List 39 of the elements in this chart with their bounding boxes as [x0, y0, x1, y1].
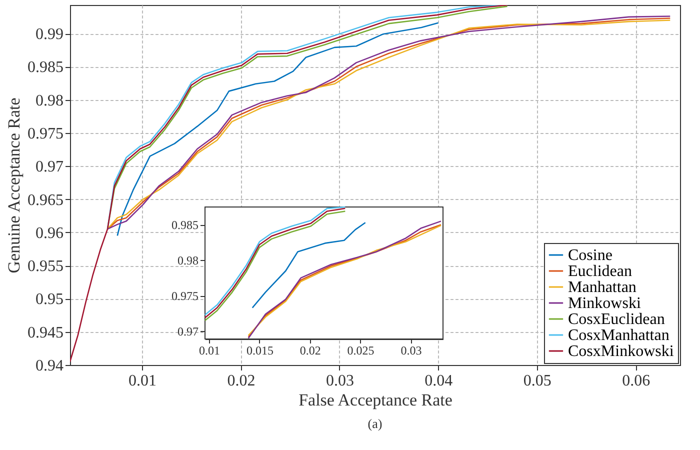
x-tick-label: 0.025: [347, 344, 374, 358]
x-tick-label: 0.01: [199, 344, 220, 358]
x-tick-label: 0.06: [622, 372, 650, 390]
y-tick-label: 0.945: [28, 324, 64, 342]
line-series: [116, 22, 439, 236]
y-axis-title: Genuine Acceptance Rate: [4, 98, 24, 274]
x-tick-label: 0.02: [227, 372, 256, 390]
x-tick-label: 0.04: [424, 372, 453, 390]
y-tick-label: 0.95: [36, 291, 64, 308]
x-tick-label: 0.03: [400, 344, 422, 358]
y-tick-label: 0.99: [36, 26, 64, 44]
x-tick-label: 0.05: [523, 372, 552, 390]
legend-label: Cosine: [568, 247, 612, 264]
x-tick-label: 0.01: [128, 372, 157, 390]
legend-label: CosxEuclidean: [568, 311, 665, 328]
y-tick-label: 0.975: [172, 289, 198, 304]
line-series: [70, 5, 508, 362]
line-series: [252, 222, 366, 308]
x-tick-label: 0.03: [326, 372, 354, 390]
legend-label: CosxMinkowski: [568, 343, 674, 360]
legend-label: Euclidean: [568, 263, 632, 280]
x-tick-label: 0.015: [246, 344, 274, 358]
x-axis-title: False Acceptance Rate: [298, 390, 452, 410]
text: (a): [368, 416, 382, 431]
y-tick-label: 0.98: [178, 254, 198, 268]
y-tick-label: 0.985: [28, 59, 64, 76]
y-tick-label: 0.97: [36, 158, 64, 176]
y-tick-label: 0.955: [28, 258, 64, 276]
x-tick-label: 0.02: [300, 344, 321, 358]
y-tick-label: 0.975: [28, 125, 64, 142]
legend-label: Minkowski: [568, 295, 642, 312]
legend-label: CosxManhattan: [568, 327, 670, 344]
legend-label: Manhattan: [568, 279, 636, 296]
y-tick-label: 0.94: [36, 358, 64, 374]
y-tick-label: 0.98: [36, 92, 64, 110]
y-tick-label: 0.97: [178, 324, 198, 339]
y-tick-label: 0.96: [36, 224, 64, 242]
y-tick-label: 0.985: [172, 218, 198, 232]
y-tick-label: 0.965: [28, 192, 64, 209]
